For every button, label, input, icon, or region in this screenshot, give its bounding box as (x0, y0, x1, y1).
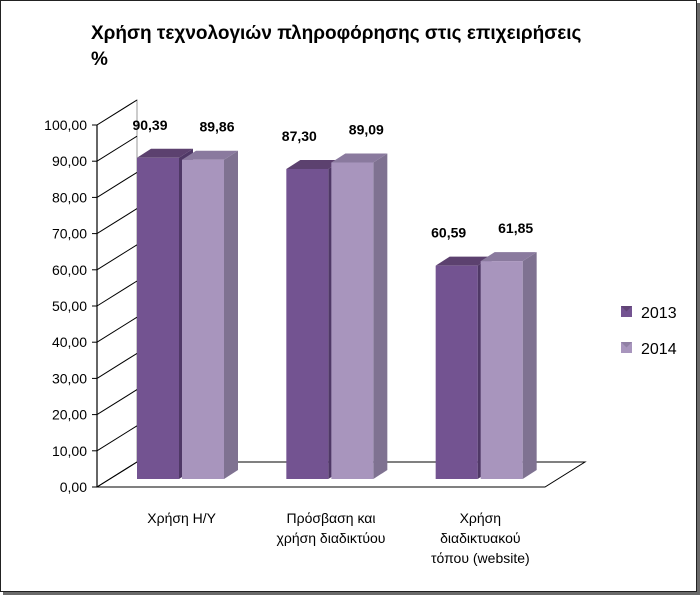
data-label: 89,86 (199, 119, 234, 135)
y-tick-depth (96, 99, 138, 126)
y-tick-label: 10,00 (52, 443, 87, 459)
y-tick-depth (96, 316, 138, 343)
chart-subtitle: % (91, 49, 108, 70)
legend-label-2014: 2014 (641, 341, 677, 358)
category-label: τόπου (website) (431, 550, 530, 566)
y-tick-depth (96, 208, 138, 235)
category-label: διαδικτυακού (440, 530, 520, 546)
y-tick-label: 70,00 (52, 226, 87, 242)
category-label: χρήση διαδικτύου (277, 530, 386, 546)
y-tick-label: 60,00 (52, 262, 87, 278)
category-label: Χρήση (460, 510, 502, 526)
y-tick-label: 80,00 (52, 189, 87, 205)
y-tick-label: 40,00 (52, 334, 87, 350)
y-tick-depth (96, 352, 138, 379)
chart-title: Χρήση τεχνολογιών πληροφόρησης στις επιχ… (91, 23, 582, 44)
y-tick-label: 20,00 (52, 407, 87, 423)
category-label: Πρόσβαση και (287, 510, 376, 526)
bar-2013 (137, 157, 179, 479)
bar-side (224, 150, 238, 480)
y-tick-depth (96, 244, 138, 271)
legend-swatch-shade (621, 342, 632, 348)
bar-top (480, 252, 537, 262)
bar-2013 (286, 168, 329, 479)
y-tick-depth (96, 389, 138, 416)
y-tick-depth (96, 425, 138, 452)
y-tick-label: 0,00 (60, 479, 87, 495)
y-tick-label: 90,00 (52, 153, 87, 169)
data-label: 61,85 (498, 220, 533, 236)
bar-side (522, 252, 537, 479)
y-tick-label: 30,00 (52, 370, 87, 386)
category-label: Χρήση Η/Υ (147, 510, 216, 526)
legend-swatch-shade (621, 306, 632, 312)
bar-2014 (331, 162, 374, 479)
bar-side (373, 153, 388, 479)
data-label: 60,59 (431, 225, 466, 241)
bar-2014 (182, 159, 224, 480)
y-tick-label: 100,00 (44, 117, 87, 133)
data-label: 89,09 (349, 121, 384, 137)
bar-top (137, 148, 193, 158)
bar-top (286, 159, 343, 169)
y-tick-depth (96, 280, 138, 307)
bar-top (435, 256, 492, 266)
bar-top (331, 153, 388, 163)
y-tick-depth (96, 135, 138, 162)
y-tick-depth (96, 171, 138, 198)
data-label: 90,39 (132, 117, 167, 133)
bar-top (182, 150, 238, 160)
bar-2014 (480, 261, 523, 479)
y-tick-label: 50,00 (52, 298, 87, 314)
y-tick-depth (96, 461, 138, 488)
bar-2013 (435, 265, 478, 479)
data-label: 87,30 (282, 128, 317, 144)
legend-label-2013: 2013 (641, 305, 677, 322)
